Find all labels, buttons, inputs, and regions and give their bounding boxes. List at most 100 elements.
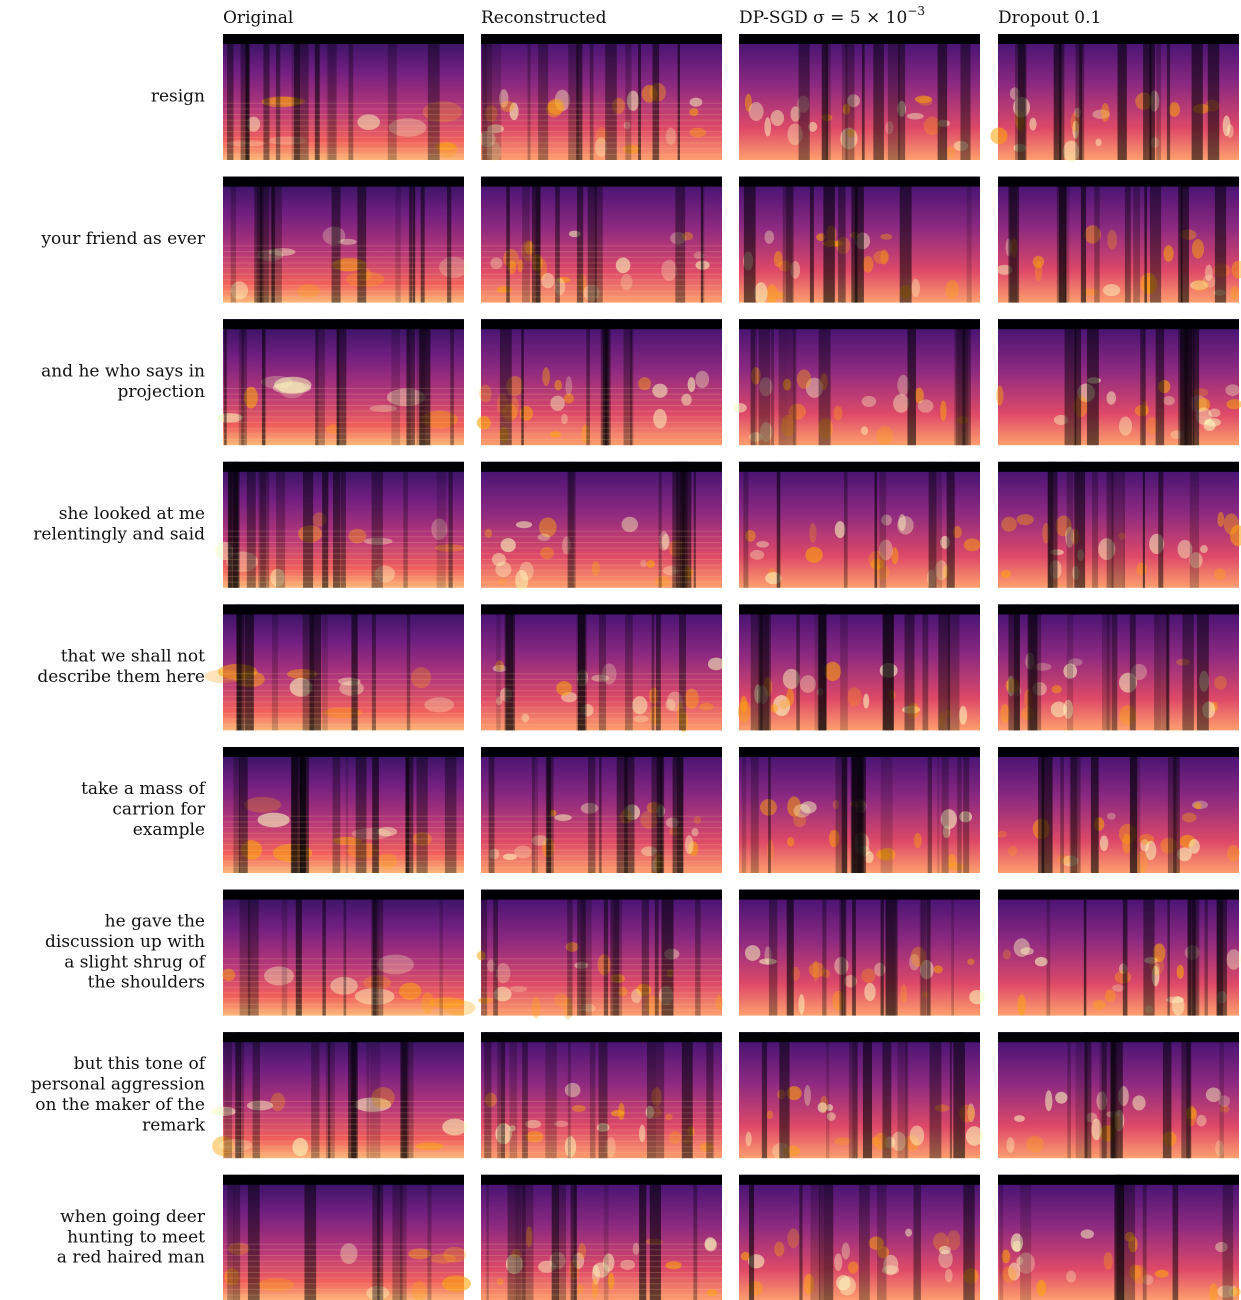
silence-stripe	[588, 747, 595, 873]
silence-stripe	[638, 34, 641, 160]
silence-stripe	[888, 34, 900, 160]
spectrogram-body	[998, 747, 1239, 873]
silence-stripe	[900, 177, 912, 303]
energy-blob	[640, 560, 646, 567]
silence-stripe	[493, 890, 498, 1016]
energy-blob	[1107, 230, 1117, 250]
silence-stripe	[489, 747, 495, 873]
top-band	[998, 319, 1239, 329]
silence-stripe	[1114, 1175, 1124, 1300]
silence-stripe	[427, 1175, 431, 1300]
energy-blob	[862, 256, 873, 272]
silence-stripe	[938, 34, 948, 160]
silence-stripe	[1167, 890, 1169, 1016]
silence-stripe	[787, 890, 794, 1016]
energy-blob	[833, 406, 842, 421]
energy-blob	[1182, 813, 1197, 823]
silence-stripe	[357, 177, 366, 303]
top-band	[998, 604, 1239, 614]
energy-blob	[540, 547, 554, 559]
silence-stripe	[448, 462, 452, 588]
silence-stripe	[346, 747, 348, 873]
row-label: on the maker of the	[35, 1095, 205, 1115]
energy-blob	[1164, 245, 1174, 262]
energy-blob	[1196, 1115, 1206, 1126]
silence-stripe	[372, 747, 379, 873]
silence-stripe	[855, 177, 864, 303]
silence-stripe	[407, 604, 410, 730]
energy-blob	[848, 1262, 858, 1274]
spectrogram	[477, 319, 722, 445]
spectrogram	[217, 319, 464, 445]
silence-stripe	[1197, 604, 1209, 730]
energy-blob	[835, 521, 846, 538]
energy-blob	[399, 983, 421, 1000]
energy-blob	[608, 1273, 615, 1290]
energy-blob	[1104, 1252, 1113, 1270]
energy-blob	[665, 1113, 673, 1120]
energy-blob	[764, 230, 774, 243]
silence-stripe	[601, 319, 607, 445]
energy-blob	[564, 394, 575, 404]
silence-stripe	[1081, 177, 1086, 303]
spectrogram	[211, 1032, 467, 1158]
energy-blob	[421, 993, 434, 1014]
energy-blob	[1100, 835, 1108, 851]
silence-stripe	[516, 1175, 525, 1300]
energy-blob	[1029, 118, 1036, 131]
silence-stripe	[291, 747, 301, 873]
spectrogram	[204, 604, 464, 730]
row-label: he gave the	[105, 912, 205, 932]
silence-stripe	[1067, 1032, 1071, 1158]
energy-blob	[708, 658, 725, 671]
silence-stripe	[1133, 177, 1140, 303]
spectrogram	[481, 1175, 722, 1300]
silence-stripe	[590, 1032, 595, 1158]
energy-blob	[794, 804, 811, 818]
energy-blob	[871, 1137, 880, 1145]
column-header: Dropout 0.1	[998, 8, 1101, 28]
silence-stripe	[875, 462, 878, 588]
silence-stripe	[428, 34, 440, 160]
spectrogram	[733, 319, 980, 445]
top-band	[739, 1032, 980, 1042]
top-band	[998, 34, 1239, 44]
silence-stripe	[599, 747, 601, 873]
silence-stripe	[552, 1175, 559, 1300]
top-band	[223, 747, 464, 757]
energy-blob	[787, 1228, 799, 1248]
energy-blob	[746, 1132, 752, 1147]
energy-blob	[577, 1284, 584, 1294]
silence-stripe	[852, 890, 856, 1016]
row-label: describe them here	[37, 667, 205, 687]
energy-blob	[905, 1229, 912, 1237]
energy-blob	[532, 996, 541, 1018]
energy-blob	[876, 426, 893, 445]
energy-blob	[1016, 514, 1033, 525]
energy-blob	[1001, 570, 1011, 578]
energy-blob	[244, 797, 281, 813]
row-label: remark	[142, 1115, 206, 1135]
silence-stripe	[528, 34, 531, 160]
energy-blob	[804, 1085, 811, 1106]
silence-stripe	[695, 890, 700, 1016]
silence-stripe	[239, 747, 248, 873]
energy-blob	[959, 706, 967, 725]
energy-blob	[621, 274, 633, 290]
silence-stripe	[928, 747, 932, 873]
spectrogram	[739, 747, 980, 873]
silence-stripe	[371, 890, 378, 1016]
silence-stripe	[842, 890, 845, 1016]
silence-stripe	[678, 34, 680, 160]
silence-stripe	[913, 1175, 920, 1300]
energy-blob	[834, 1253, 842, 1271]
silence-stripe	[1048, 462, 1053, 588]
silence-stripe	[647, 1032, 656, 1158]
silence-stripe	[486, 34, 492, 160]
silence-stripe	[1182, 604, 1194, 730]
energy-blob	[550, 431, 561, 438]
energy-blob	[1093, 1000, 1107, 1010]
silence-stripe	[248, 890, 259, 1016]
silence-stripe	[1091, 747, 1099, 873]
silence-stripe	[1102, 604, 1110, 730]
